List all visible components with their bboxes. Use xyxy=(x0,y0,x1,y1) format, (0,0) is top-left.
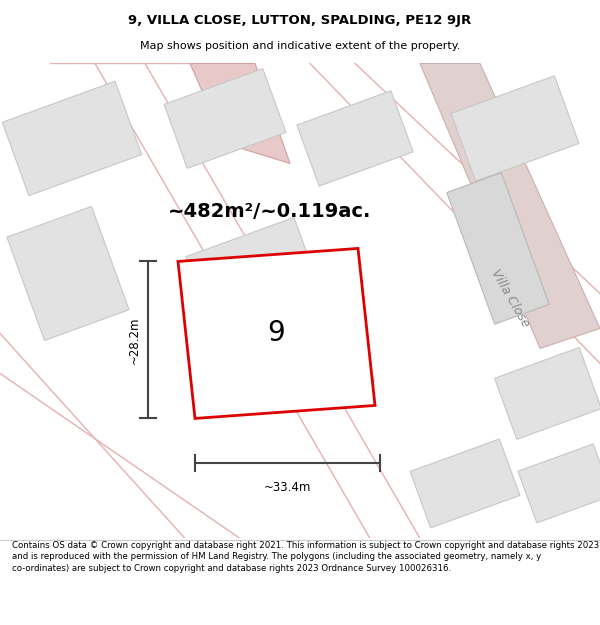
Text: Map shows position and indicative extent of the property.: Map shows position and indicative extent… xyxy=(140,41,460,51)
Polygon shape xyxy=(286,330,374,407)
Polygon shape xyxy=(2,81,142,196)
Text: 9, VILLA CLOSE, LUTTON, SPALDING, PE12 9JR: 9, VILLA CLOSE, LUTTON, SPALDING, PE12 9… xyxy=(128,14,472,27)
Polygon shape xyxy=(447,173,549,324)
Polygon shape xyxy=(7,206,129,341)
Polygon shape xyxy=(178,248,375,418)
Text: ~482m²/~0.119ac.: ~482m²/~0.119ac. xyxy=(169,202,371,221)
Polygon shape xyxy=(297,91,413,186)
Polygon shape xyxy=(164,69,286,168)
Polygon shape xyxy=(190,63,290,163)
Polygon shape xyxy=(186,217,324,339)
Polygon shape xyxy=(518,444,600,523)
Text: Contains OS data © Crown copyright and database right 2021. This information is : Contains OS data © Crown copyright and d… xyxy=(12,541,599,573)
Polygon shape xyxy=(451,76,579,181)
Polygon shape xyxy=(410,439,520,528)
Text: ~28.2m: ~28.2m xyxy=(128,316,140,364)
Polygon shape xyxy=(420,63,600,348)
Polygon shape xyxy=(494,348,600,439)
Text: Villa Close: Villa Close xyxy=(488,267,532,330)
Text: ~33.4m: ~33.4m xyxy=(264,481,311,494)
Text: 9: 9 xyxy=(268,319,286,348)
